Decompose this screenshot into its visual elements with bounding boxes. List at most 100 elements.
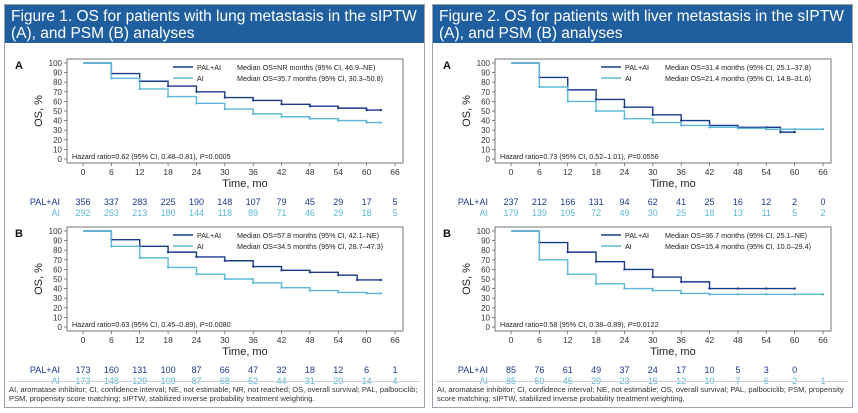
x-tick-label: 60 (362, 335, 372, 345)
y-tick-label: 20 (53, 136, 62, 145)
km-point (651, 113, 655, 117)
km-point (110, 245, 113, 248)
at-risk-value: 283 (132, 197, 147, 207)
hazard-ratio-prefix: Hazard ratio=0.63 (95% CI, 0.45–0.89), (72, 320, 200, 329)
legend-median-os: Median OS=34.5 months (95% CI, 28.7–47.3… (237, 242, 383, 251)
y-tick-label: 40 (53, 285, 62, 294)
at-risk-value: 61 (563, 365, 573, 375)
at-risk-value: 16 (733, 197, 743, 207)
km-point (337, 119, 340, 122)
km-point (166, 95, 170, 98)
at-risk-value: 32 (277, 365, 287, 375)
y-tick-label: 40 (53, 117, 62, 126)
x-tick-label: 66 (818, 335, 828, 345)
at-risk-value: 71 (277, 208, 287, 218)
at-risk-value: 180 (161, 208, 176, 218)
y-tick-label: 20 (481, 304, 490, 313)
km-point (251, 99, 255, 102)
km-point (594, 98, 598, 101)
x-tick-label: 18 (163, 335, 173, 345)
at-risk-value: 6 (364, 365, 369, 375)
y-tick-label: 30 (53, 126, 62, 135)
km-curve-pal-ai (83, 230, 381, 281)
at-risk-value: 253 (104, 208, 119, 218)
km-point (365, 292, 368, 295)
y-tick-label: 90 (53, 237, 62, 246)
x-tick-label: 12 (563, 335, 573, 345)
x-tick-label: 66 (390, 167, 400, 177)
x-tick-label: 24 (192, 335, 202, 345)
x-tick-label: 42 (277, 335, 287, 345)
km-point (138, 87, 141, 91)
panel-label: B (443, 228, 451, 240)
x-tick-label: 48 (305, 335, 315, 345)
at-risk-value: 49 (591, 365, 601, 375)
y-tick-label: 10 (53, 313, 62, 322)
p-value-label: P (628, 320, 633, 329)
x-tick-label: 30 (648, 167, 658, 177)
km-point (594, 109, 598, 113)
km-point (166, 84, 170, 88)
at-risk-value: 66 (220, 365, 230, 375)
at-risk-value: 292 (75, 208, 90, 218)
x-tick-label: 0 (509, 167, 514, 177)
at-risk-value: 173 (75, 365, 90, 375)
km-point (651, 289, 655, 292)
km-point (779, 130, 782, 134)
y-tick-label: 100 (49, 227, 63, 236)
at-risk-value: 5 (735, 365, 740, 375)
legend-series-name: AI (197, 74, 204, 83)
hazard-ratio-prefix: Hazard ratio=0.58 (95% CI, 0.38–0.89), (500, 320, 628, 329)
x-axis-label: Time, mo (222, 178, 267, 190)
y-tick-label: 40 (481, 285, 490, 294)
km-point (623, 117, 626, 120)
x-tick-label: 12 (135, 335, 145, 345)
y-tick-label: 0 (486, 323, 491, 332)
km-point (337, 273, 340, 277)
y-tick-label: 0 (58, 323, 63, 332)
at-risk-value: 24 (648, 365, 658, 375)
km-point (566, 100, 569, 103)
km-point (651, 275, 655, 279)
legend-series-name: PAL+AI (197, 63, 221, 72)
y-tick-label: 90 (53, 69, 62, 78)
y-tick-label: 70 (481, 256, 490, 265)
at-risk-row-label: PAL+AI (30, 197, 60, 207)
km-point (708, 126, 711, 129)
km-point (355, 278, 359, 282)
at-risk-value: 85 (506, 365, 516, 375)
at-risk-value: 5 (392, 197, 397, 207)
at-risk-value: 225 (161, 197, 176, 207)
y-tick-label: 20 (53, 304, 62, 313)
at-risk-value: 11 (762, 208, 771, 218)
km-point (166, 266, 170, 269)
x-tick-label: 60 (790, 167, 800, 177)
y-tick-label: 60 (481, 97, 490, 106)
p-value-label: P (628, 152, 633, 161)
hazard-ratio-prefix: Hazard ratio=0.62 (95% CI, 0.48–0.81), (72, 152, 200, 161)
at-risk-value: 0 (792, 365, 797, 375)
at-risk-value: 356 (75, 197, 90, 207)
legend-median-os: Median OS=31.4 months (95% CI, 25.1–37.8… (665, 63, 811, 72)
km-point (793, 130, 796, 134)
legend-median-os: Median OS=36.7 months (95% CI, 25.1–NE) (665, 231, 807, 240)
x-tick-label: 54 (762, 335, 772, 345)
at-risk-value: 5 (392, 208, 397, 218)
km-point (337, 106, 340, 110)
y-tick-label: 60 (53, 97, 62, 106)
x-tick-label: 24 (620, 335, 630, 345)
x-tick-label: 60 (362, 167, 372, 177)
x-tick-label: 0 (81, 335, 86, 345)
at-risk-value: 166 (560, 197, 575, 207)
legend-median-os: Median OS=15.4 months (95% CI, 10.0–29.4… (665, 242, 811, 251)
y-tick-label: 70 (53, 88, 62, 97)
figure-1-footnote: AI, aromatase inhibitor; CI, confidence … (9, 381, 420, 403)
legend-series-name: PAL+AI (197, 231, 221, 240)
km-point (280, 286, 283, 289)
at-risk-value: 0 (820, 197, 825, 207)
km-point (538, 85, 541, 89)
km-point (195, 255, 198, 259)
p-value-label: P (200, 320, 205, 329)
km-point (195, 90, 198, 93)
at-risk-row-label: AI (479, 208, 488, 218)
